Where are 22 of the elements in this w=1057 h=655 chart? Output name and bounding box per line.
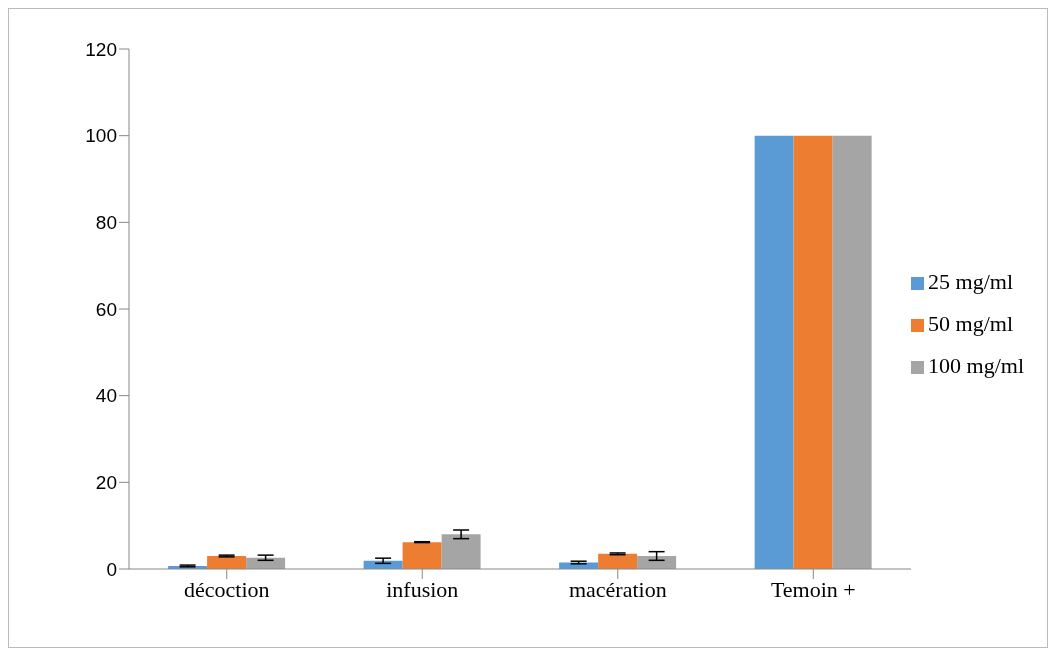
x-tick-label: infusion [386,576,459,602]
y-tick-label: 80 [95,212,117,234]
bar [402,542,442,569]
y-tick-label: 40 [95,385,117,407]
y-tick-label: 20 [95,472,117,494]
y-tick-label: 120 [85,38,117,60]
y-tick-label: 60 [95,298,117,320]
bar [793,135,833,569]
legend-label: 25 mg/ml [928,269,1013,294]
y-tick-label: 100 [85,125,117,147]
bar [754,135,794,569]
bar [207,556,247,569]
x-tick-label: décoction [183,576,270,602]
y-tick-label: 0 [106,558,117,580]
x-tick-label: Temoin + [770,576,856,602]
bar [832,135,872,569]
legend-label: 50 mg/ml [928,311,1013,336]
legend-label: 100 mg/ml [928,353,1024,378]
bar [441,534,481,569]
bar [637,556,677,569]
bar [598,553,638,569]
x-tick-label: macération [568,576,667,602]
